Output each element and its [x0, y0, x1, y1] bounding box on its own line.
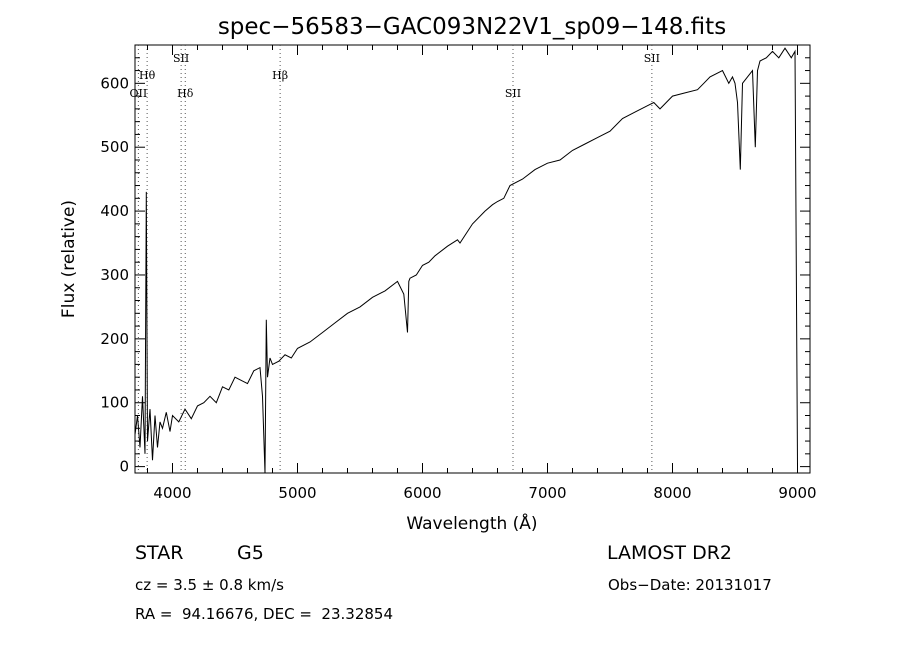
x-axis-label: Wavelength (Å): [406, 512, 537, 534]
line-marker-label: Hδ: [177, 87, 194, 100]
line-marker-label: Hβ: [272, 69, 288, 82]
spectral-subclass: G5: [237, 542, 264, 564]
spectrum-line: [135, 47, 798, 473]
line-markers: OII Hθ SII Hδ Hβ SII SII: [130, 45, 660, 473]
object-type: STAR: [135, 542, 184, 564]
y-tick-label: 500: [100, 138, 129, 156]
x-tick-label: 7000: [528, 484, 566, 502]
line-marker-label: SII: [505, 87, 521, 100]
y-tick-label: 0: [119, 458, 129, 476]
x-tick-label: 9000: [778, 484, 816, 502]
line-marker-label: OII: [130, 87, 148, 100]
y-tick-label: 200: [100, 330, 129, 348]
line-marker-label: SII: [644, 52, 660, 65]
x-tick-label: 4000: [153, 484, 191, 502]
ra-dec: RA = 94.16676, DEC = 23.32854: [135, 605, 394, 623]
y-axis-label: Flux (relative): [59, 200, 79, 318]
series-layer: [135, 47, 798, 473]
y-tick-label: 400: [100, 202, 129, 220]
redshift-cz: cz = 3.5 ± 0.8 km/s: [135, 576, 284, 594]
y-tick-label: 300: [100, 266, 129, 284]
line-marker-label: Hθ: [139, 69, 156, 82]
observation-date: Obs−Date: 20131017: [608, 576, 772, 594]
survey-name: LAMOST DR2: [607, 542, 732, 564]
x-tick-label: 6000: [403, 484, 441, 502]
axis-ticks: 4000 5000 6000 7000 8000 9000 0 100 200 300 400 500…: [100, 45, 817, 502]
x-tick-label: 8000: [653, 484, 691, 502]
y-tick-label: 600: [100, 74, 129, 92]
y-tick-label: 100: [100, 394, 129, 412]
line-marker-label: SII: [173, 52, 189, 65]
plot-frame: [134, 44, 811, 474]
x-tick-label: 5000: [278, 484, 316, 502]
chart-title: spec−56583−GAC093N22V1_sp09−148.fits: [218, 14, 726, 40]
